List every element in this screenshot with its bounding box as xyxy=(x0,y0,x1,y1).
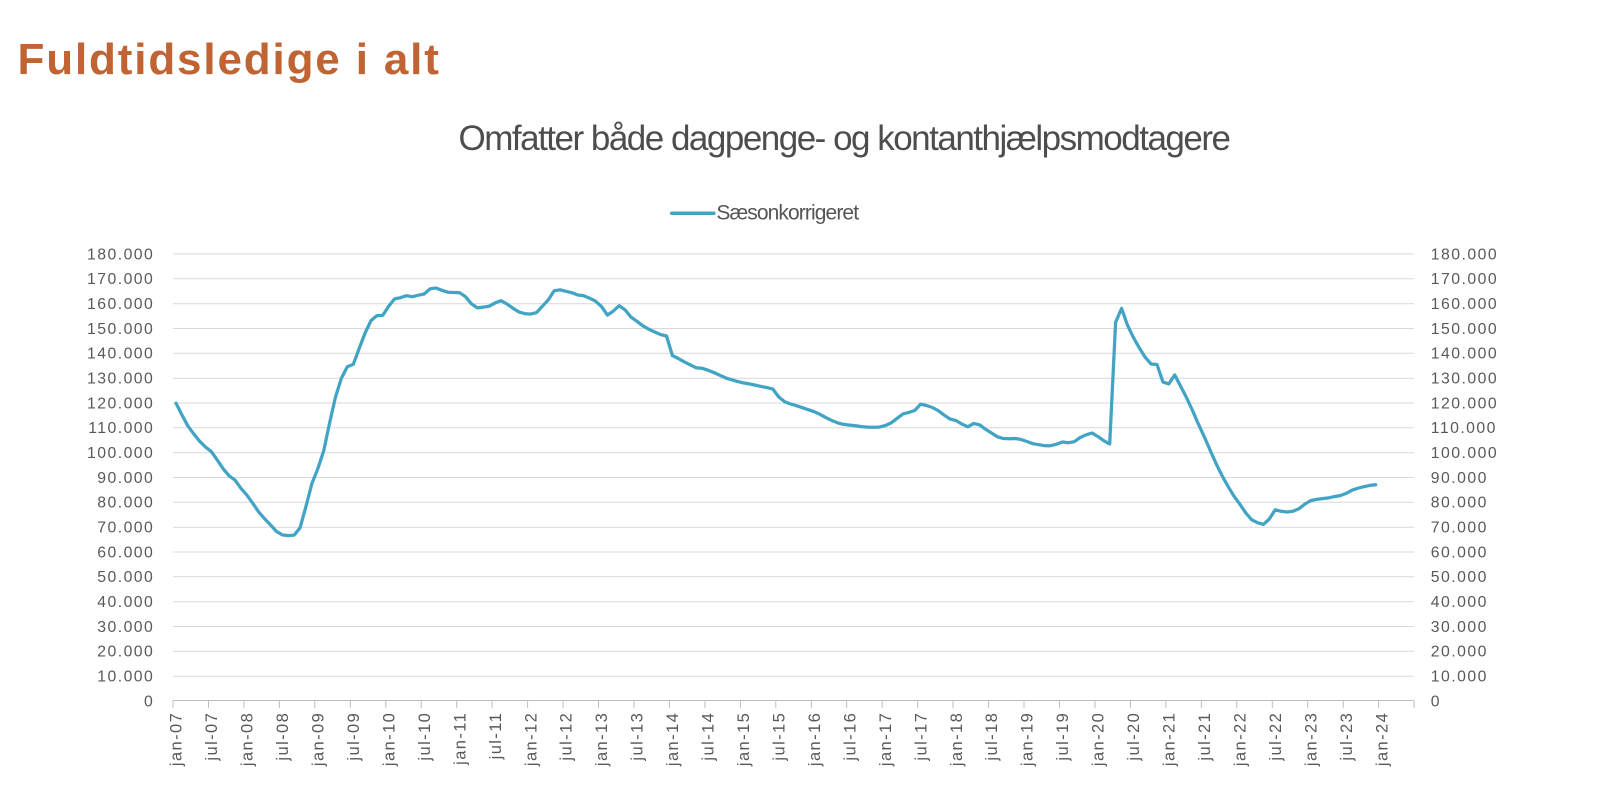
svg-text:jan-22: jan-22 xyxy=(1232,712,1250,767)
svg-text:60.000: 60.000 xyxy=(1431,544,1488,561)
svg-text:jul-21: jul-21 xyxy=(1196,712,1214,762)
svg-text:30.000: 30.000 xyxy=(97,619,154,636)
svg-text:130.000: 130.000 xyxy=(87,371,154,388)
svg-text:40.000: 40.000 xyxy=(1431,594,1488,611)
svg-text:jul-10: jul-10 xyxy=(416,712,434,762)
svg-text:10.000: 10.000 xyxy=(97,669,154,686)
svg-text:10.000: 10.000 xyxy=(1431,669,1488,686)
svg-text:150.000: 150.000 xyxy=(87,321,154,338)
svg-text:90.000: 90.000 xyxy=(97,470,154,487)
svg-text:170.000: 170.000 xyxy=(87,271,154,288)
svg-text:160.000: 160.000 xyxy=(1431,296,1498,313)
svg-text:140.000: 140.000 xyxy=(87,346,154,363)
svg-text:jan-18: jan-18 xyxy=(948,712,966,767)
svg-text:jul-16: jul-16 xyxy=(841,712,859,762)
svg-text:Fuldtidsledige i alt: Fuldtidsledige i alt xyxy=(18,35,441,84)
svg-text:jul-18: jul-18 xyxy=(983,712,1001,762)
svg-text:jul-15: jul-15 xyxy=(771,712,789,762)
svg-text:jul-07: jul-07 xyxy=(203,712,221,762)
svg-text:70.000: 70.000 xyxy=(1431,520,1488,537)
svg-text:70.000: 70.000 xyxy=(97,520,154,537)
svg-text:40.000: 40.000 xyxy=(97,594,154,611)
svg-text:30.000: 30.000 xyxy=(1431,619,1488,636)
svg-text:jul-08: jul-08 xyxy=(274,712,292,762)
svg-text:120.000: 120.000 xyxy=(1431,395,1498,412)
svg-text:Sæsonkorrigeret: Sæsonkorrigeret xyxy=(716,201,859,224)
svg-text:jan-17: jan-17 xyxy=(877,712,895,767)
svg-text:170.000: 170.000 xyxy=(1431,271,1498,288)
svg-text:jan-15: jan-15 xyxy=(735,712,753,767)
svg-text:80.000: 80.000 xyxy=(1431,495,1488,512)
svg-text:jan-07: jan-07 xyxy=(168,712,186,767)
svg-text:jul-20: jul-20 xyxy=(1125,712,1143,762)
svg-text:jul-22: jul-22 xyxy=(1267,712,1285,762)
svg-text:160.000: 160.000 xyxy=(87,296,154,313)
svg-text:80.000: 80.000 xyxy=(97,495,154,512)
svg-text:jan-14: jan-14 xyxy=(664,712,682,767)
svg-text:110.000: 110.000 xyxy=(1431,420,1497,437)
svg-text:60.000: 60.000 xyxy=(97,544,154,561)
svg-text:jan-19: jan-19 xyxy=(1019,712,1037,767)
svg-text:140.000: 140.000 xyxy=(1431,346,1498,363)
svg-text:jan-10: jan-10 xyxy=(380,712,398,767)
svg-text:180.000: 180.000 xyxy=(1431,246,1498,263)
svg-text:jul-14: jul-14 xyxy=(700,712,718,762)
svg-text:jul-23: jul-23 xyxy=(1338,712,1356,762)
svg-text:jan-13: jan-13 xyxy=(593,712,611,767)
svg-text:50.000: 50.000 xyxy=(97,569,154,586)
svg-text:jan-12: jan-12 xyxy=(522,712,540,767)
svg-text:jan-20: jan-20 xyxy=(1090,712,1108,767)
svg-text:jul-19: jul-19 xyxy=(1054,712,1072,762)
svg-text:20.000: 20.000 xyxy=(1431,644,1488,661)
svg-text:20.000: 20.000 xyxy=(97,644,154,661)
svg-text:0: 0 xyxy=(144,693,154,710)
svg-text:jan-08: jan-08 xyxy=(239,712,257,767)
svg-text:jan-24: jan-24 xyxy=(1373,712,1391,767)
svg-text:jan-09: jan-09 xyxy=(310,712,328,767)
svg-text:jul-17: jul-17 xyxy=(912,712,930,762)
svg-text:jul-11: jul-11 xyxy=(487,712,505,761)
svg-text:jan-16: jan-16 xyxy=(806,712,824,767)
svg-text:0: 0 xyxy=(1431,693,1441,710)
svg-text:Omfatter både dagpenge- og kon: Omfatter både dagpenge- og kontanthjælps… xyxy=(459,119,1230,158)
svg-text:50.000: 50.000 xyxy=(1431,569,1488,586)
svg-text:100.000: 100.000 xyxy=(1431,445,1498,462)
svg-text:110.000: 110.000 xyxy=(88,420,154,437)
svg-text:jan-21: jan-21 xyxy=(1161,712,1179,767)
svg-text:100.000: 100.000 xyxy=(87,445,154,462)
svg-text:90.000: 90.000 xyxy=(1431,470,1488,487)
svg-text:jan-23: jan-23 xyxy=(1302,712,1320,767)
svg-text:120.000: 120.000 xyxy=(87,395,154,412)
svg-text:jul-09: jul-09 xyxy=(345,712,363,762)
svg-text:150.000: 150.000 xyxy=(1431,321,1498,338)
svg-text:jul-13: jul-13 xyxy=(629,712,647,762)
svg-text:jan-11: jan-11 xyxy=(451,712,469,766)
svg-text:180.000: 180.000 xyxy=(87,246,154,263)
svg-text:130.000: 130.000 xyxy=(1431,371,1498,388)
svg-text:jul-12: jul-12 xyxy=(558,712,576,762)
